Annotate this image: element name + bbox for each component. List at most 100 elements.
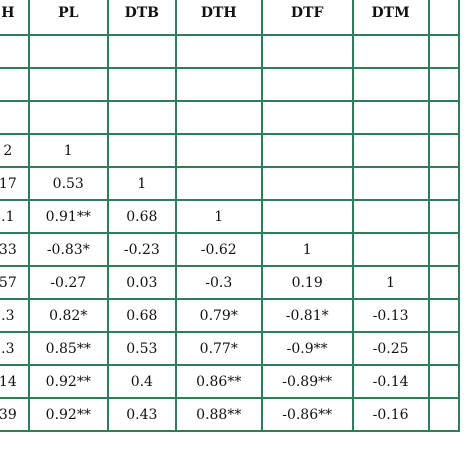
table-cell [27,67,109,102]
table-cell [351,67,430,102]
table-cell [351,166,430,201]
table-cell [427,331,461,366]
table-cell [427,133,461,168]
table-cell: 0.68 [106,199,177,234]
table-cell: 0.77* [174,331,263,366]
table-cell: 57 [0,265,30,300]
table-row [0,100,461,135]
table-cell: 39 [0,397,30,432]
table-cell: 0.53 [27,166,109,201]
table-cell [106,67,177,102]
table-cell: -0.62 [174,232,263,267]
table-cell [427,34,461,69]
table-cell: -0.23 [106,232,177,267]
table-cell: 0.43 [106,397,177,432]
table-cell [427,100,461,135]
table-cell: -0.83* [27,232,109,267]
table-cell: -0.81* [260,298,354,333]
table-cell [260,133,354,168]
table-cell [260,100,354,135]
table-cell [174,67,263,102]
header-cell-pl: PL [27,0,109,36]
table-cell [27,100,109,135]
table-cell: -0.25 [351,331,430,366]
table-cell [351,232,430,267]
table-cell [351,34,430,69]
table-cell [0,34,30,69]
header-cell-h: H [0,0,30,36]
table-cell: 1 [27,133,109,168]
table-cell: -0.27 [27,265,109,300]
table-cell: .3 [0,298,30,333]
table-cell: 0.92** [27,397,109,432]
table-cell: 0.4 [106,364,177,399]
table-cell: 0.88** [174,397,263,432]
table-cell: 0.86** [174,364,263,399]
table-cell [427,199,461,234]
table-cell: .1 [0,199,30,234]
table-cell: -0.16 [351,397,430,432]
table-cell: -0.9** [260,331,354,366]
table-cell: -0.14 [351,364,430,399]
table-cell: -0.89** [260,364,354,399]
table-cell: 0.68 [106,298,177,333]
table-row: 57 -0.27 0.03 -0.3 0.19 1 [0,265,461,300]
table-cell [427,265,461,300]
table-cell [427,298,461,333]
table-cell [351,133,430,168]
table-cell: 1 [260,232,354,267]
table-cell: -0.86** [260,397,354,432]
header-cell-cut [427,0,461,36]
table-cell: .3 [0,331,30,366]
table-cell: 0.91** [27,199,109,234]
table-cell [174,34,263,69]
table-cell [351,199,430,234]
header-row: H PL DTB DTH DTF DTM [0,0,461,36]
table-row: 14 0.92** 0.4 0.86** -0.89** -0.14 [0,364,461,399]
table-row: .3 0.82* 0.68 0.79* -0.81* -0.13 [0,298,461,333]
correlation-table: H PL DTB DTH DTF DTM 2 1 17 0.53 1.1 0.91** 0.… [0,0,461,432]
table-cell: 1 [174,199,263,234]
table-row [0,34,461,69]
table-cell: 0.79* [174,298,263,333]
table-row: .3 0.85** 0.53 0.77* -0.9** -0.25 [0,331,461,366]
table-cell [174,166,263,201]
table-cell [0,67,30,102]
table-cell: 0.85** [27,331,109,366]
table-cell [260,34,354,69]
table-cell: -0.13 [351,298,430,333]
table-cell [427,364,461,399]
table-cell [351,100,430,135]
header-cell-dtf: DTF [260,0,354,36]
table-cell [427,232,461,267]
table-cell: -0.3 [174,265,263,300]
table-cell: 33 [0,232,30,267]
header-cell-dtb: DTB [106,0,177,36]
table-cell [260,67,354,102]
table-cell: 17 [0,166,30,201]
table-cell [27,34,109,69]
table-row: 39 0.92** 0.43 0.88** -0.86** -0.16 [0,397,461,432]
table-cell [174,133,263,168]
table-row: 33 -0.83* -0.23 -0.62 1 [0,232,461,267]
table-cell [174,100,263,135]
table-cell: 1 [351,265,430,300]
table-cell: 1 [106,166,177,201]
table-cell: 0.19 [260,265,354,300]
table-cell: 14 [0,364,30,399]
header-cell-dth: DTH [174,0,263,36]
table-cell [260,199,354,234]
table-cell: 0.92** [27,364,109,399]
table-row: .1 0.91** 0.68 1 [0,199,461,234]
table-cell [0,100,30,135]
table-cell [427,397,461,432]
header-cell-dtm: DTM [351,0,430,36]
table-cell: 0.82* [27,298,109,333]
table-row: 17 0.53 1 [0,166,461,201]
table-row [0,67,461,102]
table-cell [427,166,461,201]
table-cell [106,34,177,69]
table-cell [106,133,177,168]
